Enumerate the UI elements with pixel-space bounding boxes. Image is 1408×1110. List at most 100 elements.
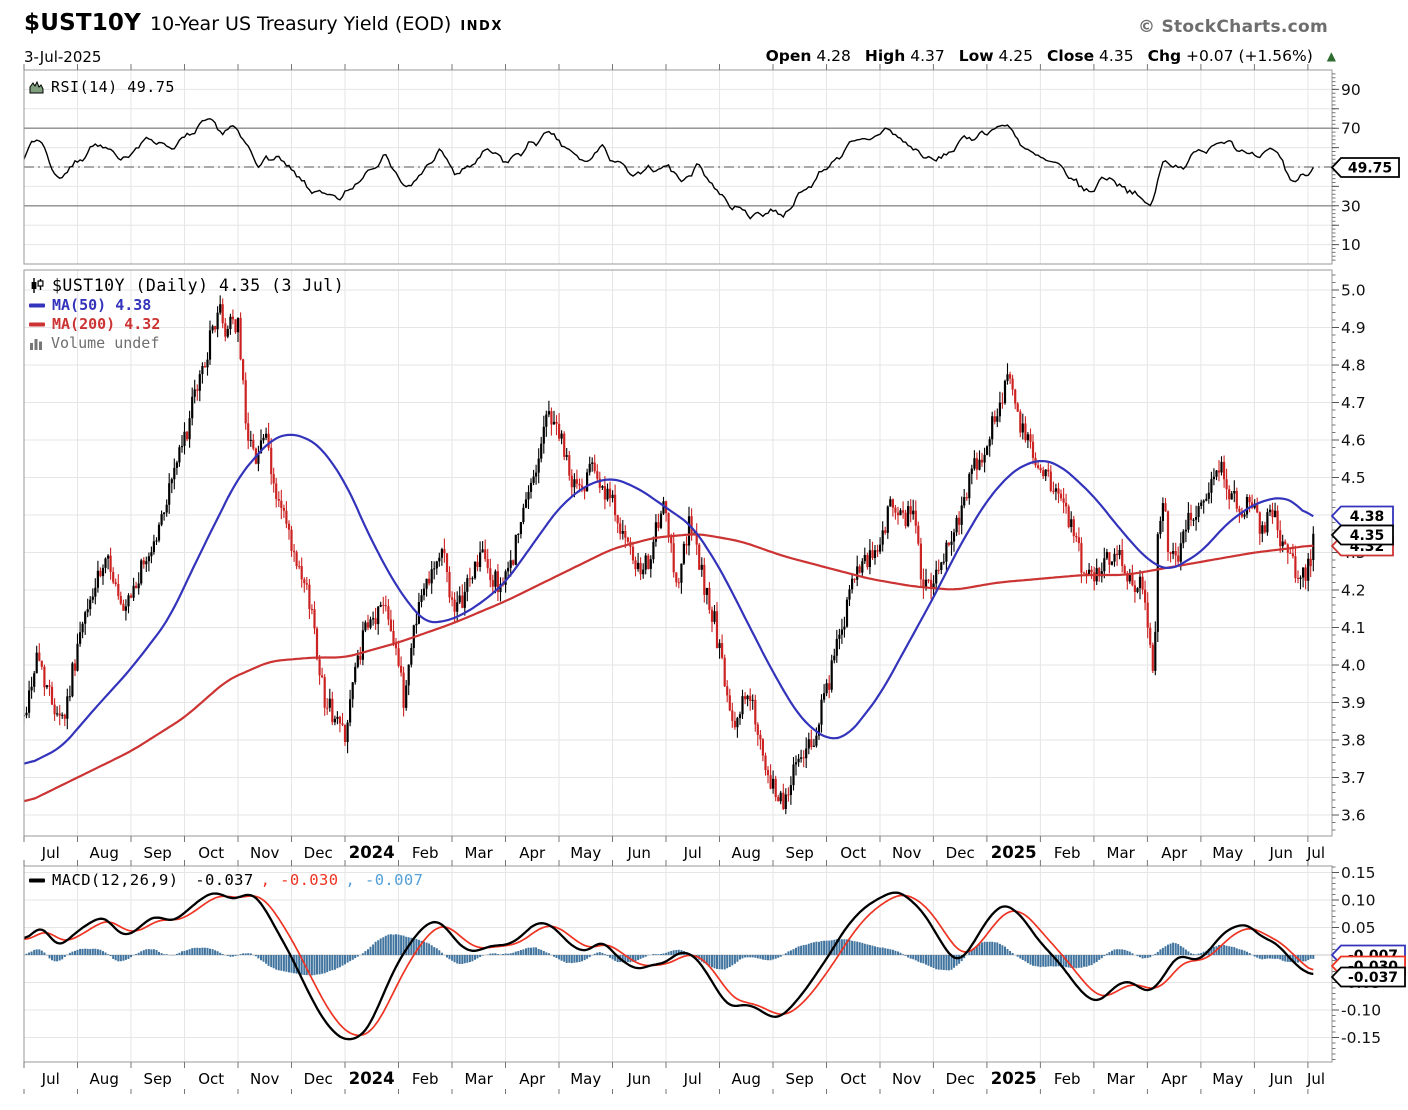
rsi-value-tag: 49.75 bbox=[1330, 157, 1400, 178]
month-label-bottom: Mar bbox=[1107, 1070, 1136, 1088]
ma200-legend-row: MA(200) 4.32 bbox=[29, 315, 160, 333]
axes: 907030105.04.94.84.74.64.54.44.34.24.14.… bbox=[23, 64, 1381, 1094]
month-label-top: Oct bbox=[198, 844, 224, 862]
month-label-top: Jul bbox=[1306, 844, 1325, 862]
month-label-bottom: Jul bbox=[1306, 1070, 1325, 1088]
ma50-legend-label: MA(50) 4.38 bbox=[52, 296, 152, 314]
macd-legend: MACD(12,26,9) -0.037 , -0.030 , -0.007 bbox=[29, 871, 423, 889]
page-title: 10-Year US Treasury Yield (EOD) bbox=[150, 13, 452, 35]
month-label-top: Oct bbox=[840, 844, 866, 862]
chart-header: $UST10Y 10-Year US Treasury Yield (EOD) … bbox=[24, 10, 503, 36]
month-label-bottom: Aug bbox=[732, 1070, 761, 1088]
volume-legend-row: Volume undef bbox=[29, 334, 159, 352]
price-axis-label: 5.0 bbox=[1341, 282, 1366, 300]
macd-histogram bbox=[24, 934, 1315, 976]
rsi-axis-label: 90 bbox=[1341, 81, 1361, 99]
symbol: $UST10Y bbox=[24, 10, 141, 36]
price-axis-label: 3.8 bbox=[1341, 732, 1366, 750]
candlesticks bbox=[24, 295, 1315, 815]
svg-text:4.38: 4.38 bbox=[1350, 509, 1385, 525]
volume-bars-icon bbox=[29, 337, 44, 350]
macd-panel-border bbox=[23, 865, 1333, 1063]
histogram-value-label: , -0.007 bbox=[345, 871, 424, 889]
month-label-top: Mar bbox=[465, 844, 494, 862]
month-label-bottom: Jul bbox=[683, 1070, 702, 1088]
price-axis-label: 3.7 bbox=[1341, 769, 1366, 787]
price-legend-title: $UST10Y (Daily) 4.35 (3 Jul) bbox=[52, 276, 345, 295]
price-legend-title-row: $UST10Y (Daily) 4.35 (3 Jul) bbox=[29, 276, 344, 295]
month-label-bottom: Jun bbox=[1268, 1070, 1292, 1088]
month-label-top: Jul bbox=[683, 844, 702, 862]
month-label-bottom: Mar bbox=[465, 1070, 494, 1088]
month-label-top: Sep bbox=[786, 844, 814, 862]
up-triangle-icon: ▲ bbox=[1326, 49, 1336, 63]
ma50-line-icon bbox=[29, 303, 45, 308]
price-axis-label: 4.6 bbox=[1341, 432, 1366, 450]
svg-text:49.75: 49.75 bbox=[1348, 160, 1392, 176]
month-label-top: Sep bbox=[144, 844, 172, 862]
macd-line bbox=[24, 891, 1314, 1041]
macd-legend-name: MACD(12,26,9) bbox=[52, 871, 179, 889]
quote-date: 3-Jul-2025 bbox=[24, 48, 102, 66]
gridlines bbox=[24, 70, 1332, 1062]
month-label-top: Feb bbox=[412, 844, 439, 862]
rsi-axis-label: 10 bbox=[1341, 236, 1361, 254]
month-label-bottom: 2024 bbox=[349, 1069, 395, 1088]
month-label-top: Jun bbox=[1268, 844, 1292, 862]
month-label-top: Apr bbox=[1161, 844, 1188, 862]
ma200-legend-label: MA(200) 4.32 bbox=[52, 315, 161, 333]
signal-value-label: , -0.030 bbox=[260, 871, 339, 889]
candlestick-icon bbox=[29, 278, 45, 293]
month-label-bottom: Apr bbox=[519, 1070, 546, 1088]
minor-ticks bbox=[1332, 73, 1336, 1060]
month-label-top: May bbox=[1212, 844, 1243, 862]
month-label-bottom: May bbox=[570, 1070, 601, 1088]
month-label-top: May bbox=[570, 844, 601, 862]
month-label-bottom: Nov bbox=[892, 1070, 921, 1088]
macd-axis-label: 0.10 bbox=[1341, 892, 1376, 910]
month-label-bottom: Feb bbox=[1054, 1070, 1081, 1088]
month-label-top: Jul bbox=[41, 844, 60, 862]
month-label-bottom: Apr bbox=[1161, 1070, 1188, 1088]
stockcharts-watermark: © StockCharts.com bbox=[1137, 17, 1328, 37]
price-axis-label: 4.1 bbox=[1341, 619, 1366, 637]
month-ticks bbox=[23, 64, 1309, 1094]
month-label-top: Feb bbox=[1054, 844, 1081, 862]
month-label-top: Nov bbox=[892, 844, 921, 862]
close-quote: Close 4.35 bbox=[1047, 47, 1134, 65]
month-label-bottom: Sep bbox=[144, 1070, 172, 1088]
high-quote: High 4.37 bbox=[864, 47, 945, 65]
month-label-bottom: 2025 bbox=[991, 1069, 1037, 1088]
month-label-bottom: Nov bbox=[250, 1070, 279, 1088]
rsi-legend-label: RSI(14) 49.75 bbox=[51, 78, 175, 96]
major-ticks bbox=[1332, 88, 1339, 1038]
price-axis-label: 4.7 bbox=[1341, 394, 1366, 412]
month-label-bottom: Dec bbox=[304, 1070, 333, 1088]
month-label-top: Jun bbox=[626, 844, 650, 862]
ma200-line bbox=[24, 533, 1314, 803]
open-quote: Open 4.28 bbox=[765, 47, 851, 65]
month-label-bottom: May bbox=[1212, 1070, 1243, 1088]
rsi-area-icon bbox=[29, 80, 44, 94]
price-axis-label: 3.9 bbox=[1341, 694, 1366, 712]
rsi-line bbox=[24, 117, 1314, 220]
macd-value-tag: -0.037 bbox=[1330, 966, 1406, 988]
month-label-top: Aug bbox=[90, 844, 119, 862]
ma200-line-icon bbox=[29, 322, 45, 327]
svg-text:4.35: 4.35 bbox=[1350, 528, 1385, 544]
svg-text:-0.037: -0.037 bbox=[1348, 970, 1398, 986]
rsi-axis-label: 70 bbox=[1341, 120, 1361, 138]
change-quote: Chg +0.07 (+1.56%) bbox=[1147, 47, 1313, 65]
ohlc-quote-row: Open 4.28 High 4.37 Low 4.25 Close 4.35 … bbox=[766, 47, 1336, 65]
ma50-value-tag: 4.38 bbox=[1330, 505, 1394, 527]
rsi-axis-label: 30 bbox=[1341, 197, 1361, 215]
month-label-bottom: Oct bbox=[198, 1070, 224, 1088]
macd-axis-label: 0.05 bbox=[1341, 919, 1376, 937]
month-label-bottom: Aug bbox=[90, 1070, 119, 1088]
month-label-top: Mar bbox=[1107, 844, 1136, 862]
month-label-top: Aug bbox=[732, 844, 761, 862]
macd-line-icon bbox=[29, 878, 45, 883]
month-label-top: Dec bbox=[304, 844, 333, 862]
